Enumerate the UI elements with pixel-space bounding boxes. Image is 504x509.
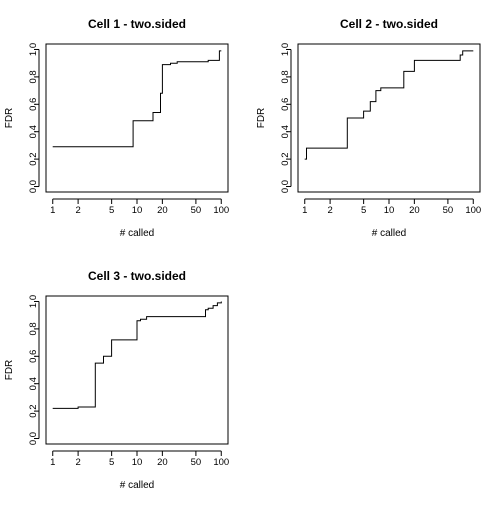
x-tick-label: 10 (132, 457, 143, 468)
x-tick-label: 20 (157, 205, 168, 216)
y-tick-label: 0.6 (280, 98, 291, 111)
chart-title: Cell 1 - two.sided (88, 17, 186, 31)
y-axis-label: FDR (4, 360, 15, 381)
x-tick-label: 100 (213, 205, 229, 216)
fdr-step-line (53, 302, 222, 409)
y-tick-label: 0.6 (28, 98, 39, 111)
fdr-step-line (53, 51, 222, 147)
x-tick-label: 100 (213, 457, 229, 468)
x-tick-label: 20 (409, 205, 420, 216)
x-tick-label: 20 (157, 457, 168, 468)
x-tick-label: 100 (465, 205, 481, 216)
plot-frame (46, 296, 228, 444)
x-tick-label: 50 (443, 205, 454, 216)
y-tick-label: 0.8 (28, 70, 39, 83)
x-tick-label: 1 (50, 205, 55, 216)
chart-panel-3: Cell 3 - two.sided # called FDR 1 2 5 10 20 50 10… (4, 269, 229, 491)
plot-frame (46, 44, 228, 192)
chart-title: Cell 3 - two.sided (88, 269, 186, 283)
y-tick-label: 0.4 (28, 125, 39, 138)
chart-panel-1: Cell 1 - two.sided # called FDR 1 2 5 10 20 50 10… (4, 17, 229, 239)
x-axis-label: # called (372, 228, 406, 239)
x-tick-label: 2 (75, 457, 80, 468)
y-tick-label: 0.6 (28, 350, 39, 363)
y-tick-label: 0.0 (28, 180, 39, 193)
x-tick-label: 1 (50, 457, 55, 468)
y-axis-label: FDR (4, 108, 15, 129)
y-tick-label: 0.0 (28, 432, 39, 445)
x-tick-label: 1 (302, 205, 307, 216)
x-tick-label: 5 (109, 205, 114, 216)
x-tick-label: 50 (191, 205, 202, 216)
chart-title: Cell 2 - two.sided (340, 17, 438, 31)
y-tick-label: 0.2 (28, 153, 39, 166)
x-tick-label: 2 (75, 205, 80, 216)
y-tick-label: 1.0 (280, 43, 291, 56)
y-tick-label: 1.0 (28, 295, 39, 308)
y-tick-label: 0.4 (280, 125, 291, 138)
fdr-step-line (305, 51, 474, 159)
x-tick-label: 50 (191, 457, 202, 468)
chart-panel-2: Cell 2 - two.sided # called FDR 1 2 5 10 20 50 10… (256, 17, 481, 239)
y-tick-label: 0.0 (280, 180, 291, 193)
x-tick-label: 10 (132, 205, 143, 216)
x-tick-label: 2 (327, 205, 332, 216)
x-tick-label: 5 (361, 205, 366, 216)
x-tick-label: 10 (384, 205, 395, 216)
y-tick-label: 0.2 (280, 153, 291, 166)
y-tick-label: 0.8 (28, 322, 39, 335)
x-axis-label: # called (120, 228, 154, 239)
y-axis-label: FDR (256, 108, 267, 129)
x-tick-label: 5 (109, 457, 114, 468)
x-axis-label: # called (120, 480, 154, 491)
y-tick-label: 0.4 (28, 377, 39, 390)
y-tick-label: 0.2 (28, 405, 39, 418)
y-tick-label: 1.0 (28, 43, 39, 56)
y-tick-label: 0.8 (280, 70, 291, 83)
plot-frame (298, 44, 480, 192)
